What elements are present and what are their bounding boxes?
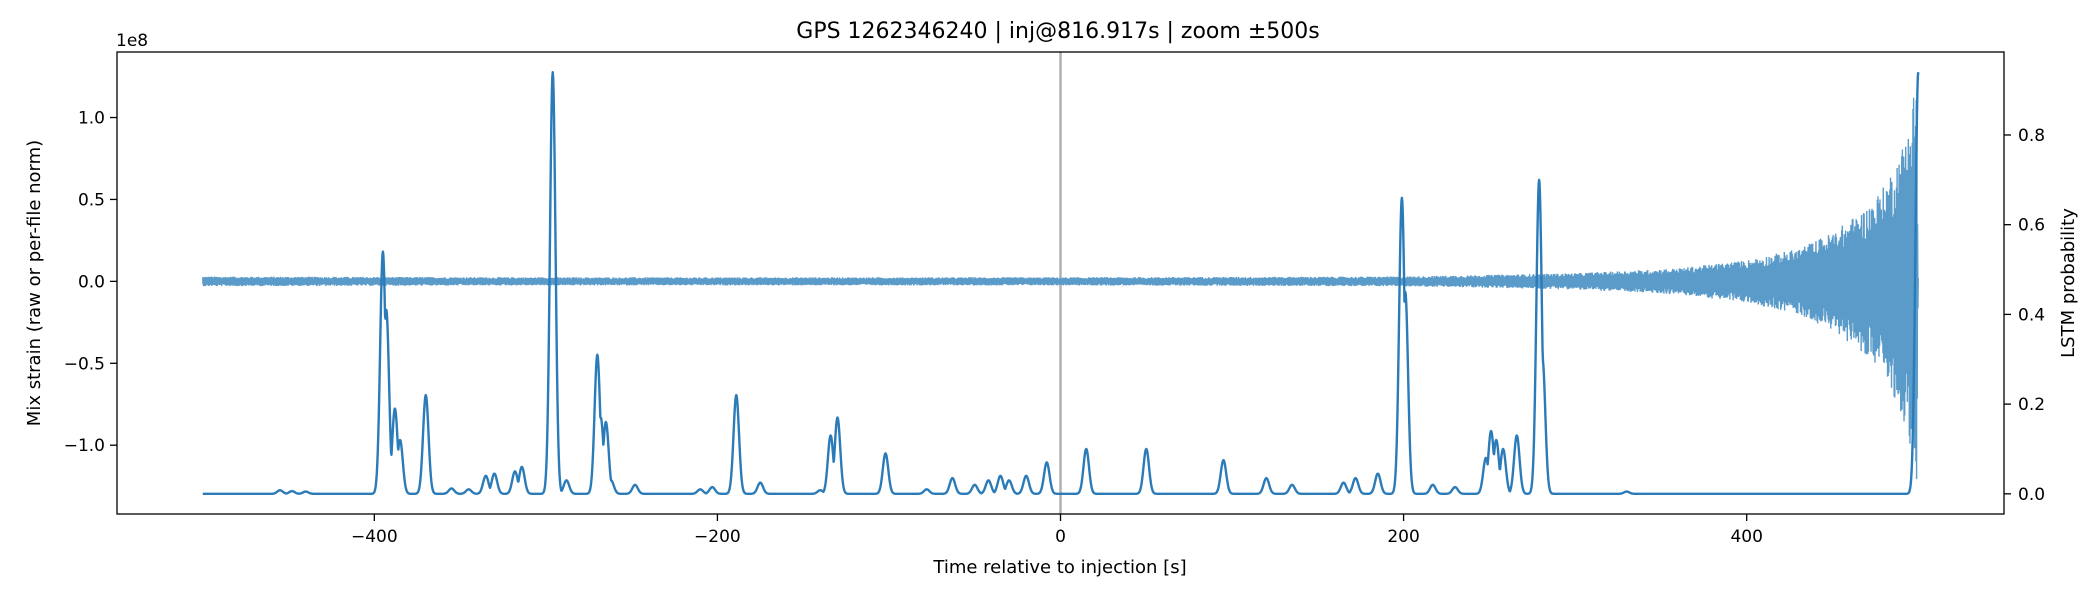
y-right-tick-label: 0.4: [2018, 305, 2045, 325]
probability-series-line: [202, 70, 1920, 496]
y-axis-right: 0.0 0.2 0.4 0.6 0.8: [2004, 126, 2045, 505]
y-axis-left: −1.0 −0.5 0.0 0.5 1.0: [64, 109, 117, 456]
chart-title: GPS 1262346240 | inj@816.917s | zoom ±50…: [796, 19, 1319, 44]
y-left-tick-label: −0.5: [64, 354, 105, 374]
x-tick-label: −400: [351, 527, 398, 547]
x-tick-label: 0: [1055, 527, 1066, 547]
y-left-tick-label: 1.0: [78, 109, 105, 129]
y-left-tick-label: 0.5: [78, 190, 105, 210]
plot-area: [202, 52, 1920, 514]
y-right-tick-label: 0.8: [2018, 126, 2045, 146]
y-right-tick-label: 0.2: [2018, 395, 2045, 415]
strain-series-line: [202, 97, 1919, 480]
y-axis-right-label: LSTM probability: [2058, 208, 2079, 358]
x-axis-label: Time relative to injection [s]: [932, 557, 1186, 578]
x-tick-label: 400: [1730, 527, 1762, 547]
x-axis: −400 −200 0 200 400: [351, 514, 1763, 547]
y-axis-left-label: Mix strain (raw or per-file norm): [24, 140, 45, 426]
y-right-tick-label: 0.6: [2018, 216, 2045, 236]
y-left-tick-label: 0.0: [78, 272, 105, 292]
x-tick-label: 200: [1387, 527, 1419, 547]
y-right-tick-label: 0.0: [2018, 485, 2045, 505]
y-left-tick-label: −1.0: [64, 436, 105, 456]
x-tick-label: −200: [694, 527, 741, 547]
y-left-offset-label: 1e8: [116, 31, 148, 51]
